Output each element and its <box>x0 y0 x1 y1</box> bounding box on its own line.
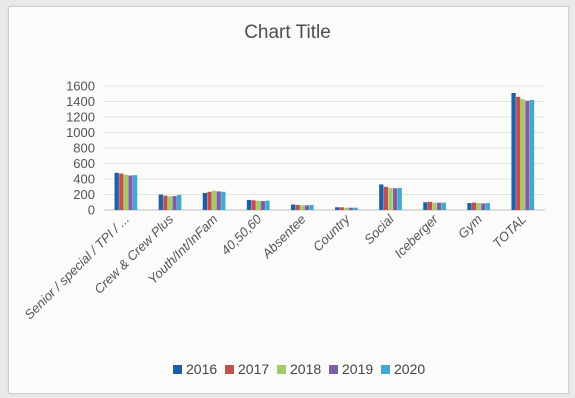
bar-2019 <box>437 202 442 210</box>
x-tick-label: Absentee <box>258 212 308 262</box>
x-tick-label: Gym <box>455 211 485 241</box>
y-tick-label: 1000 <box>66 125 95 140</box>
y-tick-label: 800 <box>73 141 95 156</box>
legend-label: 2018 <box>290 361 321 377</box>
bar-2019 <box>216 191 221 210</box>
bar-2018 <box>123 174 129 210</box>
bar-2017 <box>383 186 389 210</box>
bar-2017 <box>471 202 477 210</box>
bar-2019 <box>304 205 310 210</box>
x-axis: Senior / special / TPI / ...Crew & Crew … <box>21 210 529 322</box>
bar-2018 <box>388 187 393 210</box>
bar-2020 <box>221 191 226 210</box>
x-tick-label: Crew & Crew Plus <box>91 211 177 297</box>
bar-2018 <box>167 196 173 210</box>
y-tick-label: 1600 <box>66 79 95 94</box>
y-tick-label: 400 <box>73 172 95 187</box>
bar-2020 <box>397 187 402 210</box>
chart-title: Chart Title <box>244 22 331 43</box>
y-tick-label: 1400 <box>66 94 95 109</box>
gridlines <box>104 85 545 211</box>
bar-2020 <box>177 194 182 210</box>
legend-label: 2019 <box>342 361 373 377</box>
chart-area <box>8 6 569 394</box>
bar-2020 <box>529 99 535 210</box>
x-tick-label: Social <box>361 211 397 247</box>
bar-2020 <box>441 202 446 210</box>
bars <box>114 92 535 210</box>
bar-2019 <box>260 201 265 210</box>
bar-2019 <box>481 203 486 210</box>
bar-2016 <box>335 207 340 210</box>
bar-2017 <box>295 204 300 210</box>
bar-2016 <box>202 192 208 210</box>
bar-2017 <box>119 173 124 210</box>
bar-2016 <box>467 203 472 210</box>
bar-2020 <box>353 207 358 210</box>
bar-2020 <box>309 204 314 210</box>
bar-2018 <box>344 207 349 210</box>
bar-2018 <box>520 99 525 210</box>
bar-2019 <box>392 188 398 210</box>
bar-2019 <box>128 175 133 210</box>
bar-2016 <box>290 204 296 210</box>
y-tick-label: 600 <box>73 156 95 171</box>
bar-2018 <box>432 202 437 210</box>
bar-2018 <box>300 205 305 210</box>
bar-2016 <box>158 194 163 210</box>
bar-2017 <box>339 207 344 210</box>
bar-2020 <box>132 175 138 210</box>
bar-2017 <box>427 201 433 210</box>
bar-2018 <box>211 190 217 210</box>
y-tick-label: 0 <box>88 203 95 218</box>
bar-2016 <box>379 184 384 210</box>
y-tick-label: 200 <box>73 187 95 202</box>
bar-2016 <box>423 202 428 210</box>
bar-2016 <box>114 172 119 210</box>
y-tick-label: 1200 <box>66 110 95 125</box>
x-tick-label: TOTAL <box>490 212 529 251</box>
legend-swatch-2018 <box>277 365 286 374</box>
legend-label: 2020 <box>394 361 425 377</box>
bar-2017 <box>163 195 168 210</box>
bar-2020 <box>265 200 270 210</box>
legend-label: 2016 <box>186 361 217 377</box>
bar-2019 <box>348 207 354 210</box>
bar-2017 <box>207 191 212 210</box>
bar-2020 <box>485 203 491 210</box>
bar-2018 <box>476 203 481 210</box>
bar-2019 <box>172 196 177 210</box>
bar-2016 <box>246 199 252 210</box>
bar-2016 <box>511 92 516 210</box>
legend: 2016 2017 2018 2019 2020 <box>173 361 425 377</box>
x-tick-label: Country <box>310 210 354 254</box>
bar-2017 <box>251 200 256 210</box>
x-tick-label: Iceberger <box>391 211 441 261</box>
legend-label: 2017 <box>238 361 269 377</box>
bar-2017 <box>516 96 521 210</box>
x-tick-label: 40,50,60 <box>218 211 265 258</box>
legend-swatch-2016 <box>173 365 182 374</box>
legend-swatch-2020 <box>381 365 390 374</box>
legend-swatch-2017 <box>225 365 234 374</box>
bar-2018 <box>256 200 261 210</box>
bar-2019 <box>525 100 530 210</box>
legend-swatch-2019 <box>329 365 338 374</box>
